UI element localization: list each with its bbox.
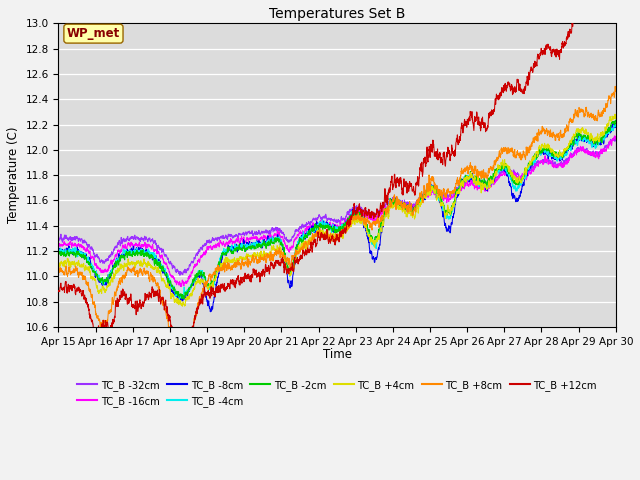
X-axis label: Time: Time [323,348,351,361]
Title: Temperatures Set B: Temperatures Set B [269,7,405,21]
Y-axis label: Temperature (C): Temperature (C) [7,127,20,223]
Legend: TC_B -32cm, TC_B -16cm, TC_B -8cm, TC_B -4cm, TC_B -2cm, TC_B +4cm, TC_B +8cm, T: TC_B -32cm, TC_B -16cm, TC_B -8cm, TC_B … [73,376,601,411]
Text: WP_met: WP_met [67,27,120,40]
